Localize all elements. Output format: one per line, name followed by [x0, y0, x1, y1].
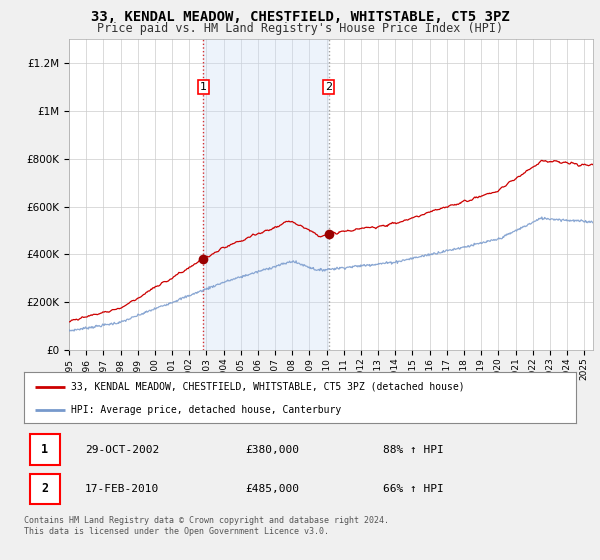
FancyBboxPatch shape [29, 474, 60, 504]
Text: 1: 1 [41, 443, 48, 456]
Text: 2: 2 [41, 482, 48, 496]
Text: 88% ↑ HPI: 88% ↑ HPI [383, 445, 443, 455]
Text: £485,000: £485,000 [245, 484, 299, 494]
Text: HPI: Average price, detached house, Canterbury: HPI: Average price, detached house, Cant… [71, 405, 341, 415]
Text: 17-FEB-2010: 17-FEB-2010 [85, 484, 159, 494]
Text: 66% ↑ HPI: 66% ↑ HPI [383, 484, 443, 494]
Text: 33, KENDAL MEADOW, CHESTFIELD, WHITSTABLE, CT5 3PZ: 33, KENDAL MEADOW, CHESTFIELD, WHITSTABL… [91, 10, 509, 24]
Text: Price paid vs. HM Land Registry's House Price Index (HPI): Price paid vs. HM Land Registry's House … [97, 22, 503, 35]
Text: 33, KENDAL MEADOW, CHESTFIELD, WHITSTABLE, CT5 3PZ (detached house): 33, KENDAL MEADOW, CHESTFIELD, WHITSTABL… [71, 381, 464, 391]
Text: £380,000: £380,000 [245, 445, 299, 455]
Text: Contains HM Land Registry data © Crown copyright and database right 2024.
This d: Contains HM Land Registry data © Crown c… [24, 516, 389, 536]
Bar [203, 39, 329, 350]
Text: 1: 1 [200, 82, 207, 92]
Text: 29-OCT-2002: 29-OCT-2002 [85, 445, 159, 455]
Text: 2: 2 [325, 82, 332, 92]
FancyBboxPatch shape [29, 435, 60, 465]
